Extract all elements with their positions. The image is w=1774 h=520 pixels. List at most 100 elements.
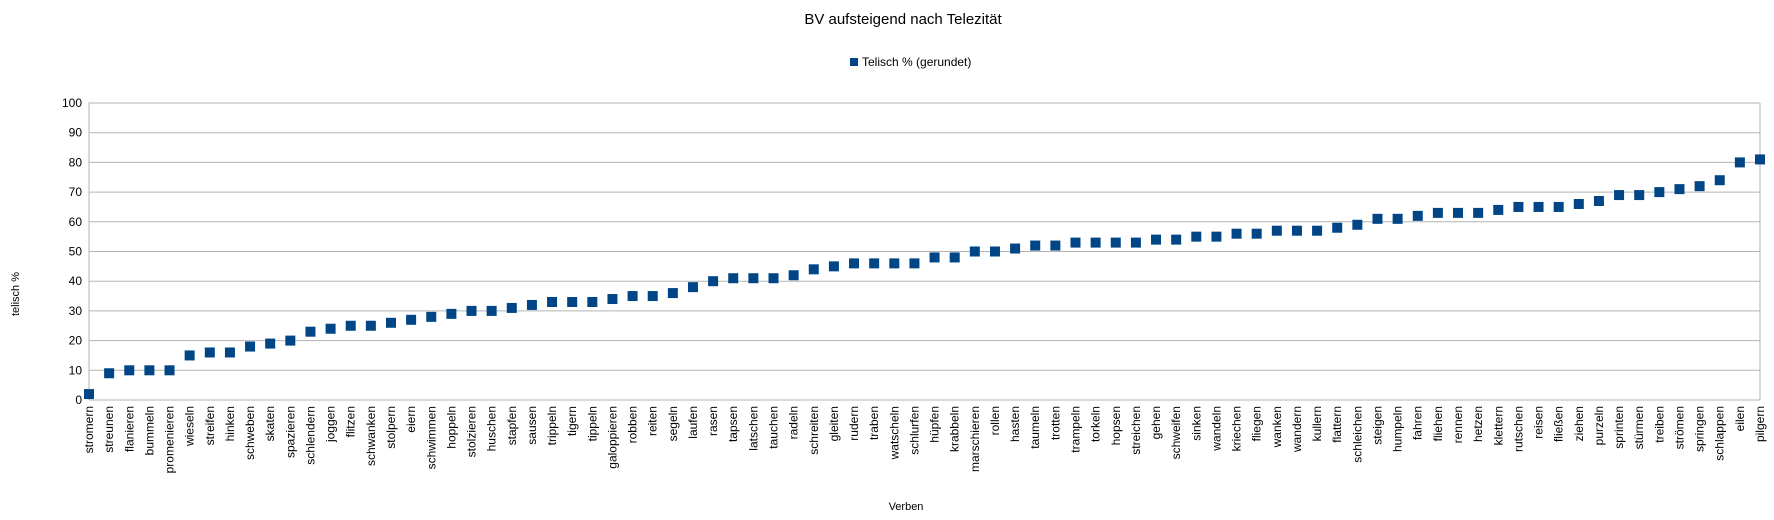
x-tick-label: rennen <box>1451 406 1465 443</box>
data-point-trampeln <box>1070 237 1081 248</box>
x-tick-label: fliehen <box>1431 406 1445 441</box>
data-point-galoppieren <box>607 294 618 305</box>
gridlines <box>89 102 1760 401</box>
data-point-taumeln <box>1030 240 1041 251</box>
data-point-rollen <box>989 246 1000 257</box>
data-point-streunen <box>104 368 115 379</box>
x-tick-label: trotten <box>1048 406 1062 440</box>
data-point-wieseln <box>184 350 195 361</box>
data-point-flitzen <box>345 320 356 331</box>
x-tick-labels: stromern streunen flanieren bummeln promenie… <box>82 406 1767 473</box>
x-tick-label: tauchen <box>767 406 781 449</box>
data-point-stapfen <box>506 302 517 313</box>
x-tick-label: eilen <box>1733 406 1747 431</box>
x-tick-label: stolzieren <box>465 406 479 457</box>
x-tick-label: rasen <box>706 406 720 436</box>
data-point-fließen <box>1553 201 1564 212</box>
x-tick-label: traben <box>867 406 881 440</box>
x-tick-label: gehen <box>1149 406 1163 439</box>
x-tick-label: promenieren <box>163 406 177 473</box>
data-point-stolpern <box>385 317 396 328</box>
data-point-torkeln <box>1090 237 1101 248</box>
data-point-wandern <box>1291 225 1302 236</box>
x-tick-label: steigen <box>1370 406 1384 445</box>
x-tick-label: schleichen <box>1350 406 1364 463</box>
x-tick-label: reiten <box>646 406 660 436</box>
data-point-schweben <box>245 341 256 352</box>
x-tick-label: tapsen <box>726 406 740 442</box>
data-point-reiten <box>647 291 658 302</box>
x-tick-label: wandern <box>1290 406 1304 453</box>
x-tick-label: klettern <box>1491 406 1505 445</box>
x-tick-label: streifen <box>203 406 217 445</box>
data-point-trotten <box>1050 240 1061 251</box>
data-point-schweifen <box>1171 234 1182 245</box>
x-tick-label: stolpern <box>384 406 398 449</box>
x-tick-label: trampeln <box>1068 406 1082 453</box>
data-point-fliehen <box>1432 207 1443 218</box>
data-point-rutschen <box>1513 201 1524 212</box>
x-tick-label: laufen <box>686 406 700 439</box>
x-tick-label: sinken <box>1189 406 1203 441</box>
x-tick-label: stapfen <box>505 406 519 445</box>
x-tick-label: galoppieren <box>605 406 619 469</box>
x-tick-label: hoppeln <box>444 406 458 449</box>
x-tick-label: schreiten <box>807 406 821 455</box>
data-point-hüpfen <box>929 252 940 263</box>
x-tick-label: schwimmen <box>424 406 438 469</box>
x-tick-label: schlurfen <box>907 406 921 455</box>
data-point-treiben <box>1654 187 1665 198</box>
x-tick-label: purzeln <box>1592 406 1606 445</box>
data-point-bummeln <box>144 365 155 376</box>
legend-marker <box>850 58 858 66</box>
data-point-tigern <box>567 296 578 307</box>
data-point-krabbeln <box>949 252 960 263</box>
x-tick-label: hetzen <box>1471 406 1485 442</box>
data-point-steigen <box>1372 213 1383 224</box>
x-tick-label: joggen <box>324 406 338 443</box>
data-point-reisen <box>1533 201 1544 212</box>
data-point-tippeln <box>587 296 598 307</box>
data-point-schlappen <box>1714 175 1725 186</box>
x-tick-label: robben <box>626 406 640 443</box>
data-point-traben <box>869 258 880 269</box>
y-tick-labels: 0 10 20 30 40 50 60 70 80 90 100 <box>62 96 82 407</box>
x-tick-label: fliegen <box>1250 406 1264 441</box>
y-tick-label: 60 <box>69 215 83 229</box>
legend-label: Telisch % (gerundet) <box>862 55 971 69</box>
data-point-stromern <box>84 389 94 400</box>
x-tick-label: eiern <box>404 406 418 433</box>
x-tick-label: wandeln <box>1209 406 1223 452</box>
data-point-huschen <box>486 305 497 316</box>
x-tick-label: marschieren <box>968 406 982 472</box>
data-point-eiern <box>406 314 417 325</box>
y-tick-label: 40 <box>69 274 83 288</box>
data-point-hasten <box>1010 243 1021 254</box>
x-tick-label: strömen <box>1672 406 1686 449</box>
data-point-latschen <box>748 273 759 284</box>
data-point-hoppeln <box>446 308 457 319</box>
data-point-schlurfen <box>909 258 920 269</box>
y-tick-label: 30 <box>69 304 83 318</box>
data-point-eilen <box>1734 157 1745 168</box>
data-point-segeln <box>667 288 678 299</box>
x-tick-label: kriechen <box>1230 406 1244 451</box>
data-point-ziehen <box>1573 198 1584 209</box>
x-tick-label: tigern <box>565 406 579 436</box>
x-tick-label: radeln <box>787 406 801 439</box>
data-point-tapsen <box>728 273 739 284</box>
x-tick-label: sausen <box>525 406 539 445</box>
x-tick-label: streichen <box>1129 406 1143 455</box>
x-tick-label: watscheln <box>887 406 901 460</box>
y-tick-label: 100 <box>62 96 82 110</box>
x-tick-label: rollen <box>988 406 1002 435</box>
x-tick-label: humpeln <box>1391 406 1405 452</box>
y-tick-label: 0 <box>75 393 82 407</box>
x-tick-label: rutschen <box>1511 406 1525 452</box>
x-tick-label: treiben <box>1652 406 1666 443</box>
x-tick-label: springen <box>1693 406 1707 452</box>
data-point-sinken <box>1191 231 1202 242</box>
x-tick-label: streunen <box>102 406 116 453</box>
y-tick-label: 80 <box>69 155 83 169</box>
data-point-tauchen <box>768 273 779 284</box>
